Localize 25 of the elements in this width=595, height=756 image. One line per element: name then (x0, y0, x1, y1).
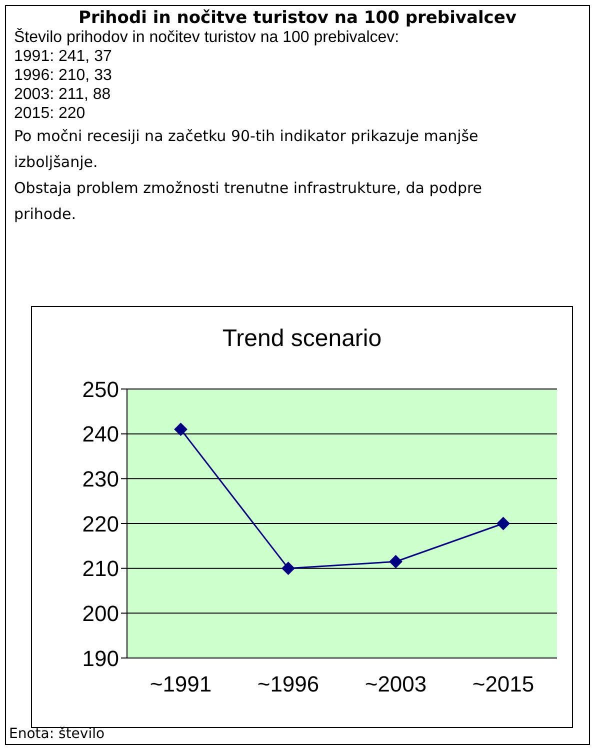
point (496, 517, 510, 530)
x-tick-label: ~2003 (364, 672, 427, 697)
point (389, 555, 402, 568)
y-tick-label: 230 (82, 466, 119, 492)
text: 1991: 241, 37 (14, 47, 113, 66)
y-tick-label: 250 (82, 376, 119, 402)
text: Obstaja problem zmožnosti trenutne infrastrukture, da podpre prihode. (14, 178, 484, 225)
point (282, 562, 295, 575)
x-tick-label: ~1996 (257, 672, 320, 697)
text: Število prihodov in nočitev turistov na 100 prebivalcev: (14, 28, 400, 47)
text: 2015: 220 (14, 104, 86, 123)
text: Po močni recesiji na začetku 90-tih indikator prikazuje manjše izboljšanje. (14, 126, 480, 173)
text: Enota: število (9, 726, 105, 742)
point (174, 422, 188, 436)
y-tick-label: 240 (82, 422, 119, 447)
x-tick-label: ~1991 (150, 672, 212, 697)
text: 1996: 210, 33 (14, 66, 113, 85)
y-tick-label: 190 (82, 646, 119, 671)
chart-subtitle: Prihodi in nočitve turistov na 100 prebivalcev (78, 8, 518, 28)
text: 2003: 211, 88 (14, 85, 112, 104)
chart-title: Trend scenario (221, 325, 383, 353)
x-tick-label: ~2015 (472, 672, 534, 697)
y-tick-label: 200 (82, 600, 119, 626)
y-tick-label: 220 (82, 511, 119, 536)
y-tick-label: 210 (82, 556, 119, 582)
